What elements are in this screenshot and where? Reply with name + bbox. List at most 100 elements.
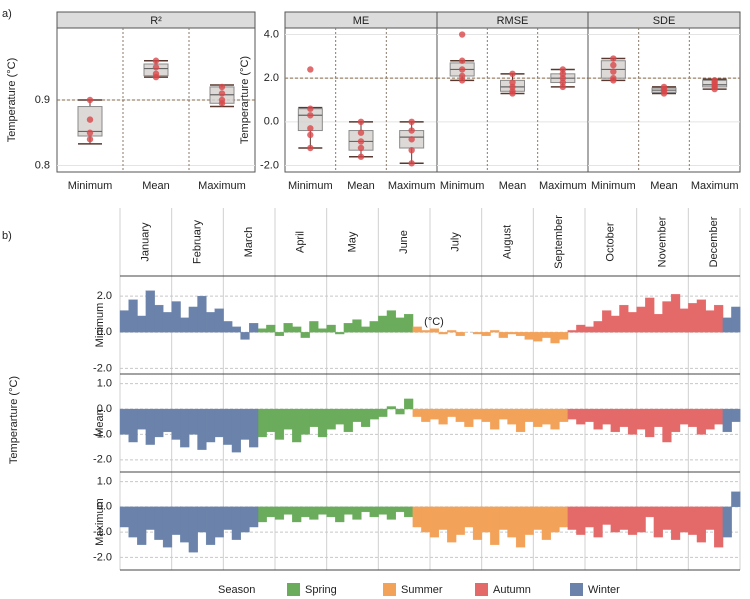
area-segment — [636, 306, 646, 333]
area-segment — [731, 306, 741, 333]
data-point — [660, 90, 668, 97]
y-tick-label: -2.0 — [260, 159, 279, 171]
area-segment — [619, 304, 629, 333]
y-tick-label: 1.0 — [97, 475, 112, 487]
data-point — [509, 70, 516, 78]
month-label: February — [191, 219, 203, 264]
area-segment — [429, 328, 440, 333]
area-segment — [688, 506, 698, 535]
area-segment — [386, 310, 397, 333]
area-segment — [240, 408, 250, 440]
area-segment — [670, 294, 681, 333]
area-segment — [421, 408, 431, 422]
area-segment — [119, 408, 130, 435]
area-segment — [559, 506, 569, 528]
area-segment — [722, 408, 732, 433]
area-segment — [559, 408, 569, 422]
data-point — [86, 96, 94, 104]
area-segment — [464, 408, 474, 427]
area-segment — [352, 408, 362, 422]
area-segment — [705, 408, 715, 430]
month-label: September — [553, 215, 565, 269]
data-point — [408, 160, 415, 167]
y-tick-label: -1.0 — [93, 526, 112, 538]
data-point — [152, 57, 160, 64]
area-segment — [455, 506, 465, 535]
data-point — [357, 138, 365, 145]
area-segment — [567, 408, 577, 420]
area-segment — [602, 506, 612, 525]
area-segment — [404, 314, 414, 333]
data-point — [610, 68, 617, 75]
area-segment — [197, 295, 207, 333]
area-segment — [421, 330, 431, 333]
data-point — [307, 105, 314, 112]
area-segment — [662, 408, 672, 443]
area-segment — [266, 408, 276, 433]
x-tick-label: Minimum — [288, 180, 333, 192]
area-segment — [498, 408, 508, 420]
area-segment — [550, 408, 560, 430]
x-tick-label: Maximum — [539, 180, 587, 192]
area-segment — [326, 324, 336, 333]
data-point — [559, 83, 567, 91]
area-segment — [343, 506, 353, 515]
area-segment — [636, 408, 646, 430]
area-segment — [412, 326, 422, 333]
panel-label: a) — [2, 8, 12, 20]
area-segment — [670, 506, 681, 540]
data-point — [408, 127, 415, 134]
month-label: July — [450, 232, 462, 252]
row-label: Mean — [94, 409, 106, 437]
area-segment — [300, 408, 310, 435]
area-segment — [464, 506, 474, 528]
area-segment — [395, 408, 405, 415]
y-tick-label: -1.0 — [93, 428, 112, 440]
y-axis-label: Temperarture (°C) — [239, 56, 251, 144]
area-segment — [395, 506, 405, 513]
area-segment — [386, 506, 397, 520]
area-segment — [584, 326, 595, 333]
area-segment — [214, 308, 224, 333]
area-segment — [188, 408, 198, 435]
data-point — [711, 85, 718, 93]
data-point — [610, 61, 617, 69]
area-segment — [714, 506, 724, 548]
area-segment — [688, 303, 698, 333]
area-segment — [257, 408, 267, 438]
area-segment — [670, 408, 681, 433]
y-tick-label: 2.0 — [264, 72, 279, 84]
area-segment — [249, 408, 259, 448]
data-point — [307, 112, 314, 119]
area-segment — [584, 408, 595, 422]
annotation: (°C) — [424, 316, 444, 328]
area-segment — [335, 332, 345, 335]
area-segment — [636, 506, 646, 533]
area-segment — [705, 506, 715, 530]
area-segment — [249, 506, 259, 528]
area-segment — [188, 506, 198, 553]
area-segment — [645, 408, 655, 438]
area-segment — [274, 332, 285, 336]
area-segment — [214, 506, 224, 538]
area-segment — [257, 506, 267, 523]
area-segment — [154, 408, 164, 438]
area-segment — [378, 408, 388, 417]
area-segment — [515, 332, 526, 336]
data-point — [408, 118, 415, 126]
facet-title: RMSE — [497, 15, 529, 27]
data-point — [610, 77, 617, 84]
area-segment — [550, 506, 560, 533]
data-point — [610, 55, 617, 62]
area-segment — [645, 297, 655, 333]
area-segment — [653, 314, 663, 333]
area-segment — [533, 332, 543, 342]
area-segment — [490, 408, 500, 430]
month-label: March — [243, 227, 255, 258]
area-segment — [653, 408, 663, 427]
area-segment — [266, 506, 276, 518]
data-point — [86, 116, 94, 123]
data-point — [458, 57, 466, 64]
area-segment — [696, 299, 707, 333]
area-segment — [567, 506, 577, 530]
